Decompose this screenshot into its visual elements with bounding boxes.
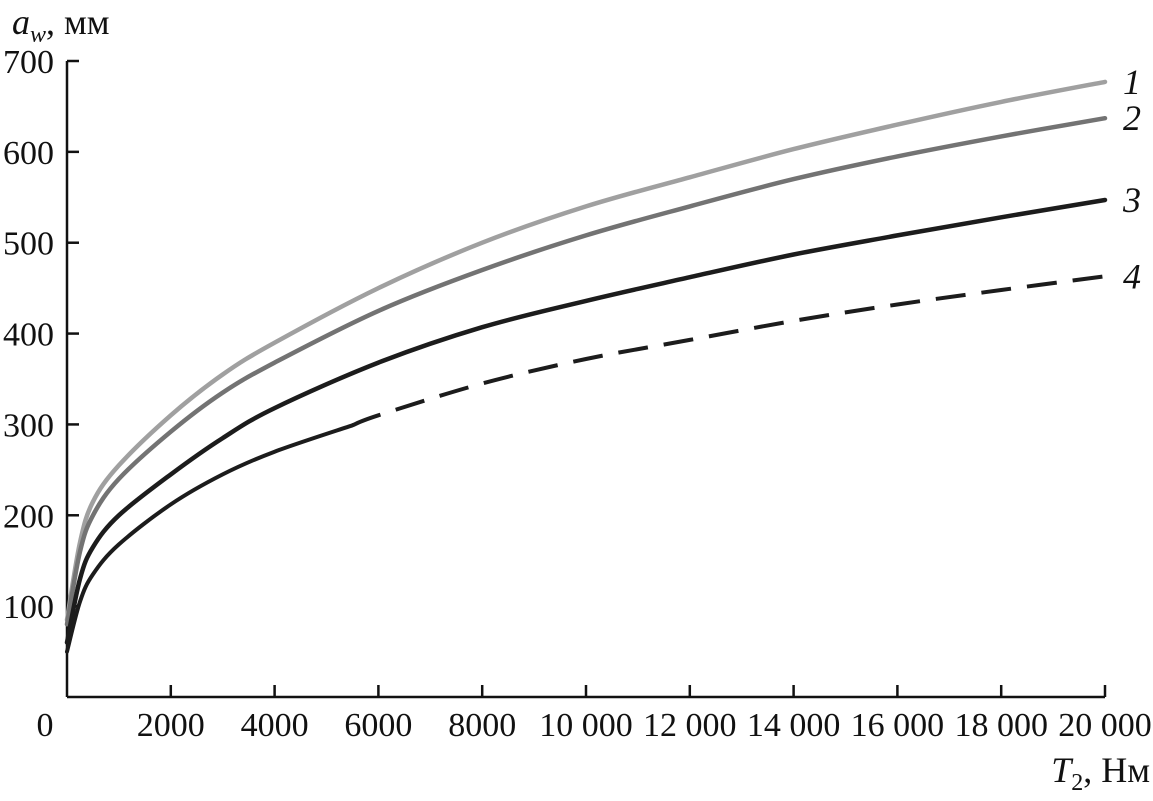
axes <box>65 59 1107 699</box>
x-axis-label-symbol: T <box>1051 750 1074 790</box>
y-tick-label: 100 <box>3 589 54 626</box>
x-axis-label: T2, Нм <box>1051 750 1150 796</box>
series-4-line-solid <box>65 423 355 654</box>
series-2-line <box>64 115 1108 627</box>
x-tick-label: 8000 <box>448 707 516 744</box>
x-tick-label: 0 <box>37 707 54 744</box>
x-tick-label: 16 000 <box>851 707 945 744</box>
series-1-line <box>64 79 1108 623</box>
chart-labels: 0 2000 4000 6000 8000 10 000 12 000 14 000 16 00… <box>3 2 1152 796</box>
y-tick-label: 300 <box>3 407 54 444</box>
y-tick-label: 700 <box>3 44 54 81</box>
x-axis-label-subscript: 2 <box>1071 770 1083 796</box>
y-tick-label: 600 <box>3 135 54 172</box>
y-axis-label: aw, мм <box>12 2 110 48</box>
x-tick-label: 14 000 <box>747 707 841 744</box>
y-tick-label: 400 <box>3 317 54 354</box>
x-tick-label: 2000 <box>137 707 205 744</box>
series-3-line <box>64 197 1108 645</box>
series-2-label: 2 <box>1123 98 1141 138</box>
series-4-label: 4 <box>1123 256 1141 296</box>
x-tick-label: 6000 <box>344 707 412 744</box>
x-tick-label: 20 000 <box>1058 707 1152 744</box>
x-axis-label-unit: , Нм <box>1083 750 1150 790</box>
series-1-label: 1 <box>1123 62 1141 102</box>
x-tick-label: 10 000 <box>539 707 633 744</box>
x-tick-label: 12 000 <box>643 707 737 744</box>
y-tick-label: 500 <box>3 226 54 263</box>
series-3-label: 3 <box>1122 180 1141 220</box>
y-tick-label: 200 <box>3 498 54 535</box>
y-axis-label-unit: , мм <box>46 2 110 42</box>
y-axis-label-subscript: w <box>30 22 46 48</box>
x-tick-label: 4000 <box>241 707 309 744</box>
series-lines <box>64 79 1108 654</box>
x-tick-label: 18 000 <box>954 707 1048 744</box>
y-axis-label-symbol: a <box>12 2 30 42</box>
series-4-line-dashed <box>351 274 1106 428</box>
